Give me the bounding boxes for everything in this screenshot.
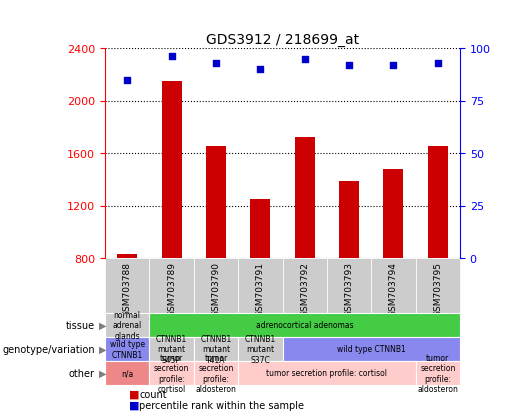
Point	[167, 54, 176, 61]
Text: CTNNB1
mutant
S37C: CTNNB1 mutant S37C	[245, 334, 276, 364]
Text: CTNNB1
mutant
S45P: CTNNB1 mutant S45P	[156, 334, 187, 364]
Point	[345, 62, 353, 69]
Point	[256, 66, 264, 73]
Text: n/a: n/a	[121, 369, 133, 377]
Bar	[250, 199, 270, 259]
Point	[123, 77, 131, 83]
Text: normal
adrenal
glands: normal adrenal glands	[113, 310, 142, 340]
Text: ▶: ▶	[99, 344, 106, 354]
Bar	[428, 147, 448, 259]
Bar	[295, 138, 315, 259]
Text: wild type
CTNNB1: wild type CTNNB1	[110, 339, 145, 359]
Text: wild type CTNNB1: wild type CTNNB1	[337, 345, 406, 354]
Text: genotype/variation: genotype/variation	[2, 344, 95, 354]
Bar	[339, 181, 359, 259]
Text: adrenocortical adenomas: adrenocortical adenomas	[256, 321, 353, 330]
Bar	[206, 147, 226, 259]
Text: ■: ■	[129, 389, 139, 399]
Point	[389, 62, 398, 69]
Point	[212, 60, 220, 67]
Text: percentile rank within the sample: percentile rank within the sample	[139, 400, 304, 410]
Bar	[162, 82, 182, 259]
Text: ■: ■	[129, 400, 139, 410]
Text: CTNNB1
mutant
T41A: CTNNB1 mutant T41A	[200, 334, 232, 364]
Text: tumor secretion profile: cortisol: tumor secretion profile: cortisol	[266, 369, 387, 377]
Text: tumor
secretion
profile:
aldosteron: tumor secretion profile: aldosteron	[417, 353, 458, 393]
Text: ▶: ▶	[99, 368, 106, 378]
Text: other: other	[68, 368, 95, 378]
Text: tumor
secretion
profile:
cortisol: tumor secretion profile: cortisol	[154, 353, 189, 393]
Text: count: count	[139, 389, 167, 399]
Text: tissue: tissue	[65, 320, 95, 330]
Text: tumor
secretion
profile:
aldosteron: tumor secretion profile: aldosteron	[196, 353, 236, 393]
Point	[301, 56, 309, 63]
Bar	[117, 254, 137, 259]
Bar	[384, 169, 403, 259]
Point	[434, 60, 442, 67]
Title: GDS3912 / 218699_at: GDS3912 / 218699_at	[206, 33, 359, 47]
Text: ▶: ▶	[99, 320, 106, 330]
